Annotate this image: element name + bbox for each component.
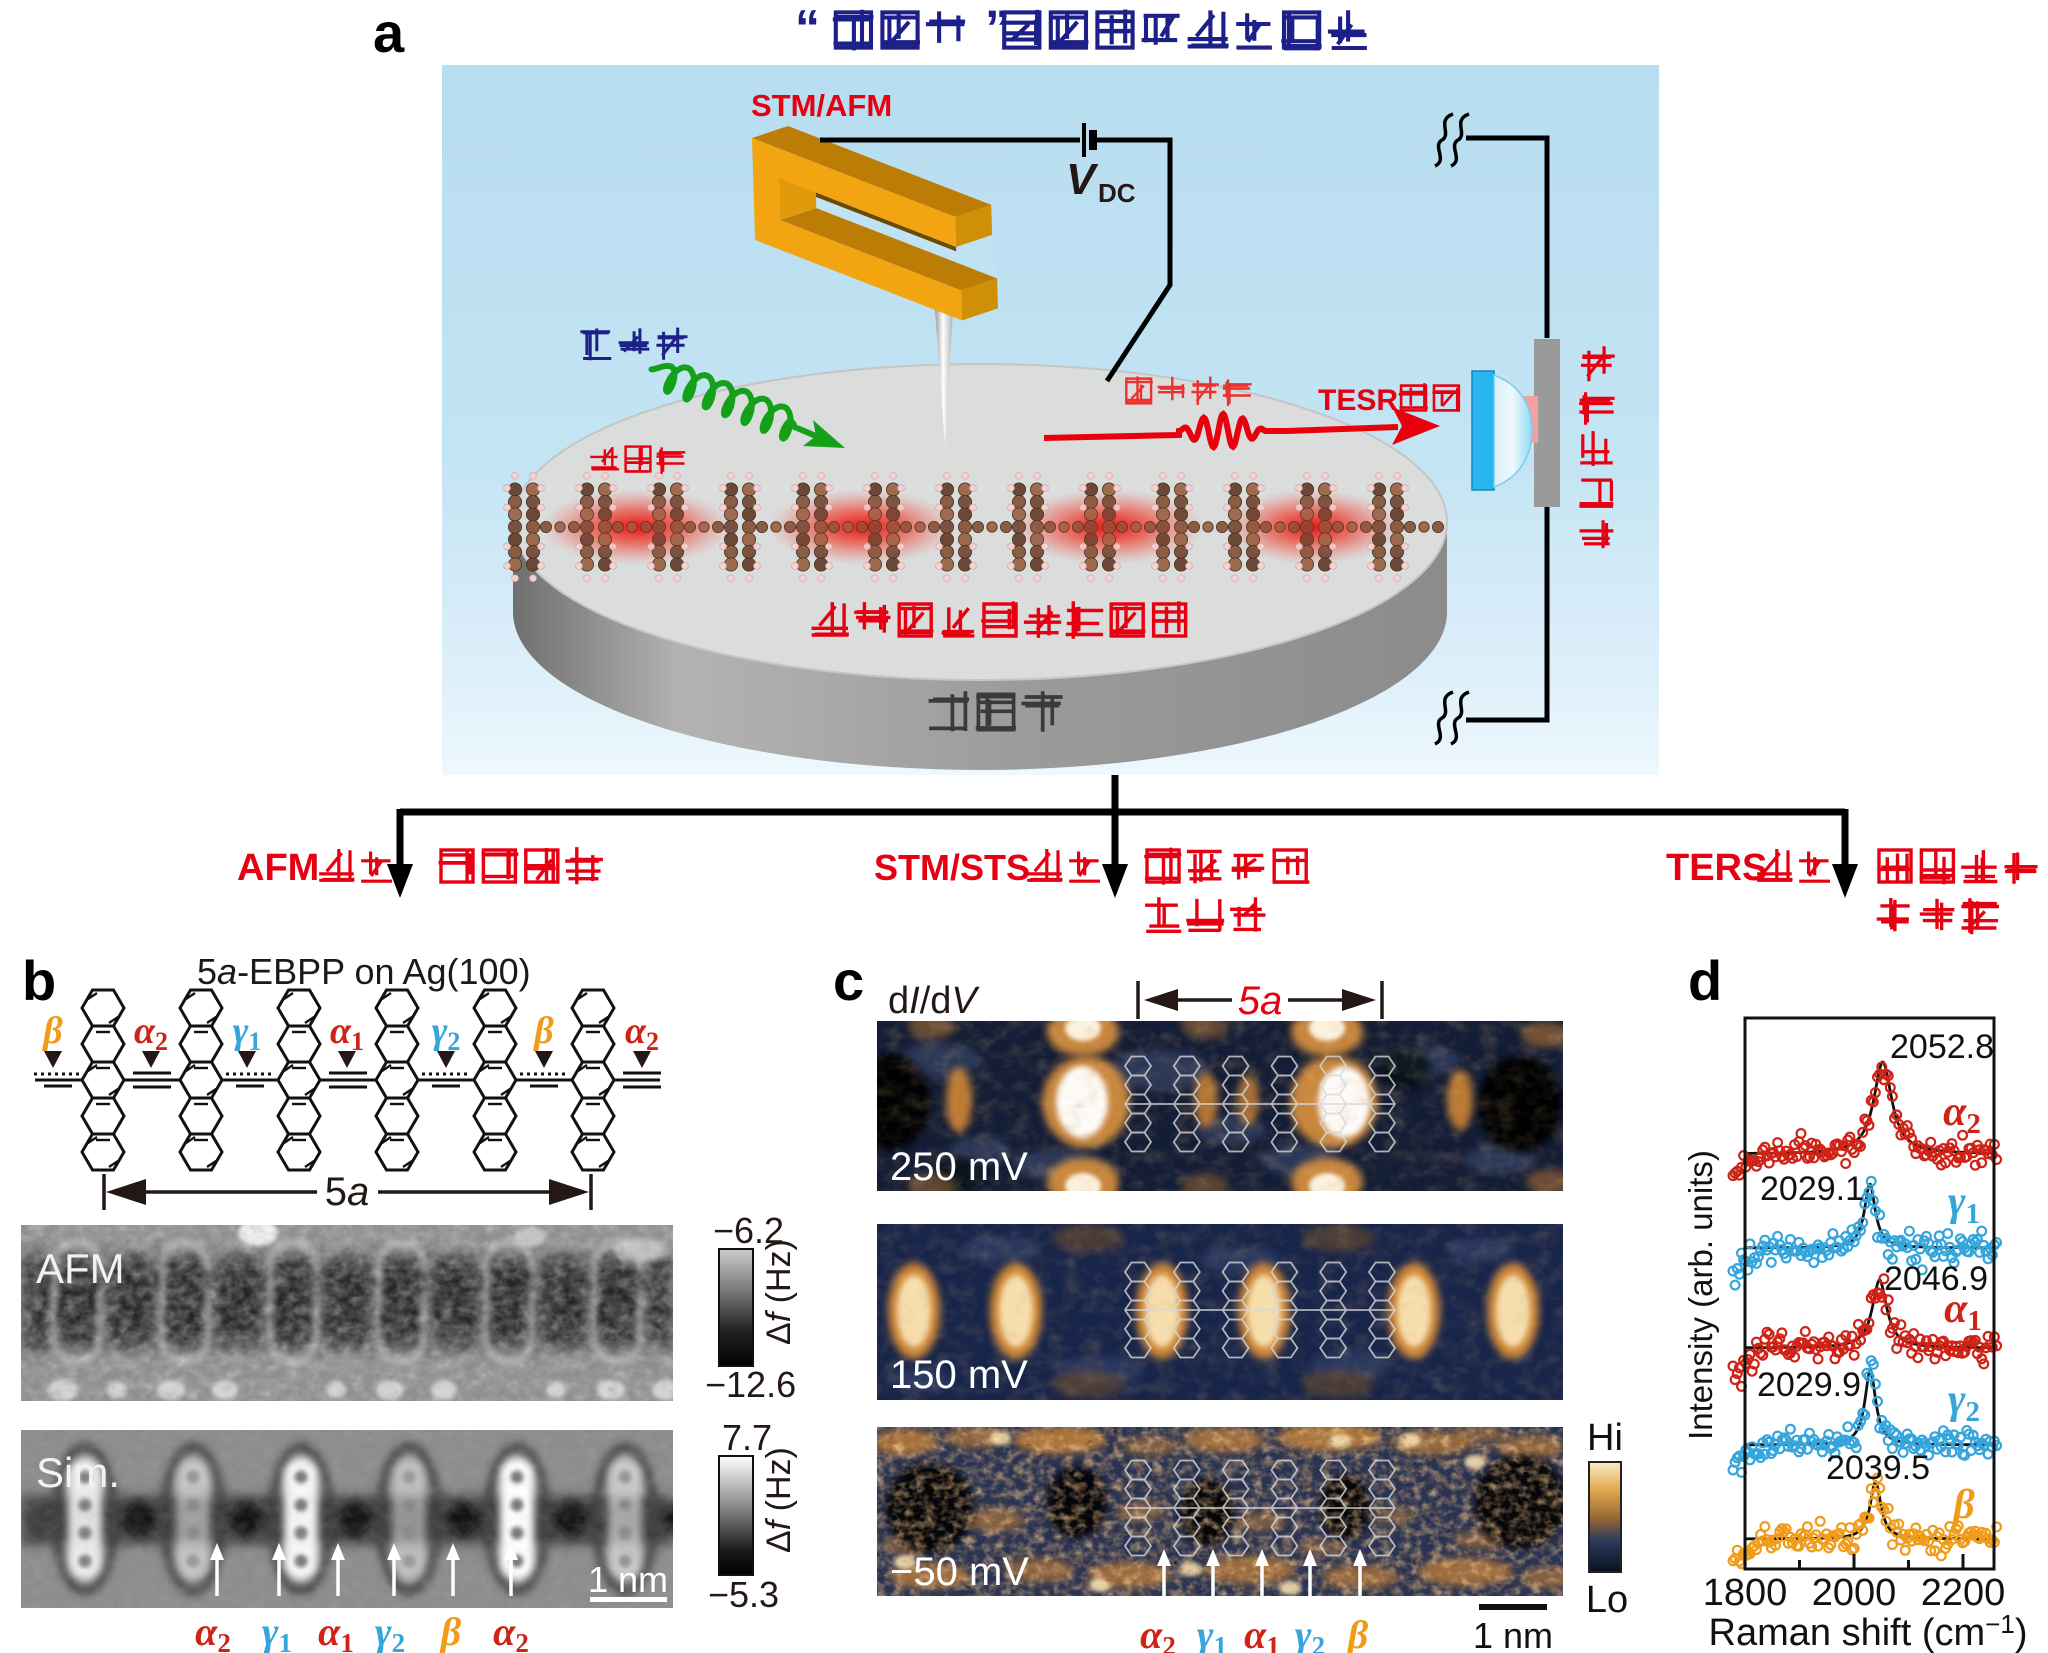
svg-text:250 mV: 250 mV <box>890 1145 1028 1189</box>
svg-text:Δf (Hz): Δf (Hz) <box>760 1447 798 1553</box>
svg-text:DC: DC <box>1098 178 1136 208</box>
svg-text:α1: α1 <box>1244 1612 1280 1653</box>
svg-text:2039.5: 2039.5 <box>1826 1449 1930 1487</box>
svg-text:β: β <box>41 1010 63 1052</box>
svg-text:2046.9: 2046.9 <box>1884 1260 1988 1298</box>
svg-text:2052.8: 2052.8 <box>1890 1028 1994 1066</box>
svg-text:150 mV: 150 mV <box>890 1353 1028 1397</box>
svg-text:5a: 5a <box>325 1170 370 1214</box>
svg-text:1 nm: 1 nm <box>1473 1615 1553 1653</box>
svg-text:Hi: Hi <box>1587 1417 1623 1459</box>
svg-text:2029.9: 2029.9 <box>1757 1366 1861 1404</box>
svg-text:Raman shift (cm−1): Raman shift (cm−1) <box>1709 1609 2028 1653</box>
svg-text:5a-EBPP on Ag(100): 5a-EBPP on Ag(100) <box>197 951 531 992</box>
svg-text:c: c <box>833 949 864 1012</box>
svg-text:“: “ <box>795 0 820 56</box>
svg-text:STM/AFM: STM/AFM <box>751 88 892 123</box>
svg-text:Intensity (arb. units): Intensity (arb. units) <box>1682 1150 1719 1440</box>
svg-text:AFM: AFM <box>237 847 319 889</box>
svg-text:−6.2: −6.2 <box>713 1210 784 1251</box>
svg-text:2029.1: 2029.1 <box>1760 1170 1864 1208</box>
svg-text:a: a <box>373 1 405 64</box>
svg-text:2200: 2200 <box>1921 1572 2006 1614</box>
svg-text:5a: 5a <box>1238 979 1283 1023</box>
svg-text:V: V <box>1066 155 1099 204</box>
svg-text:1 nm: 1 nm <box>588 1559 668 1600</box>
svg-text:−5.3: −5.3 <box>708 1574 779 1615</box>
svg-text:2000: 2000 <box>1812 1572 1897 1614</box>
svg-text:TERS: TERS <box>1666 847 1767 889</box>
svg-text:7.7: 7.7 <box>722 1417 772 1458</box>
svg-text:Δf (Hz): Δf (Hz) <box>760 1239 798 1345</box>
svg-text:−12.6: −12.6 <box>705 1364 796 1405</box>
svg-text:−50 mV: −50 mV <box>890 1550 1029 1594</box>
svg-text:1800: 1800 <box>1703 1572 1788 1614</box>
svg-text:d: d <box>1688 949 1722 1012</box>
svg-text:β: β <box>1346 1612 1369 1653</box>
svg-text:STM/STS: STM/STS <box>874 847 1030 888</box>
svg-text:TESR: TESR <box>1318 384 1398 417</box>
svg-text:Lo: Lo <box>1586 1579 1628 1621</box>
svg-text:γ1: γ1 <box>262 1609 292 1653</box>
svg-text:β: β <box>1951 1482 1975 1528</box>
svg-text:b: b <box>22 949 56 1012</box>
svg-text:dI/dV: dI/dV <box>888 980 980 1022</box>
svg-text:β: β <box>532 1010 554 1052</box>
svg-text:Sim.: Sim. <box>36 1449 120 1496</box>
svg-text:β: β <box>439 1609 462 1653</box>
svg-text:AFM: AFM <box>36 1245 125 1292</box>
